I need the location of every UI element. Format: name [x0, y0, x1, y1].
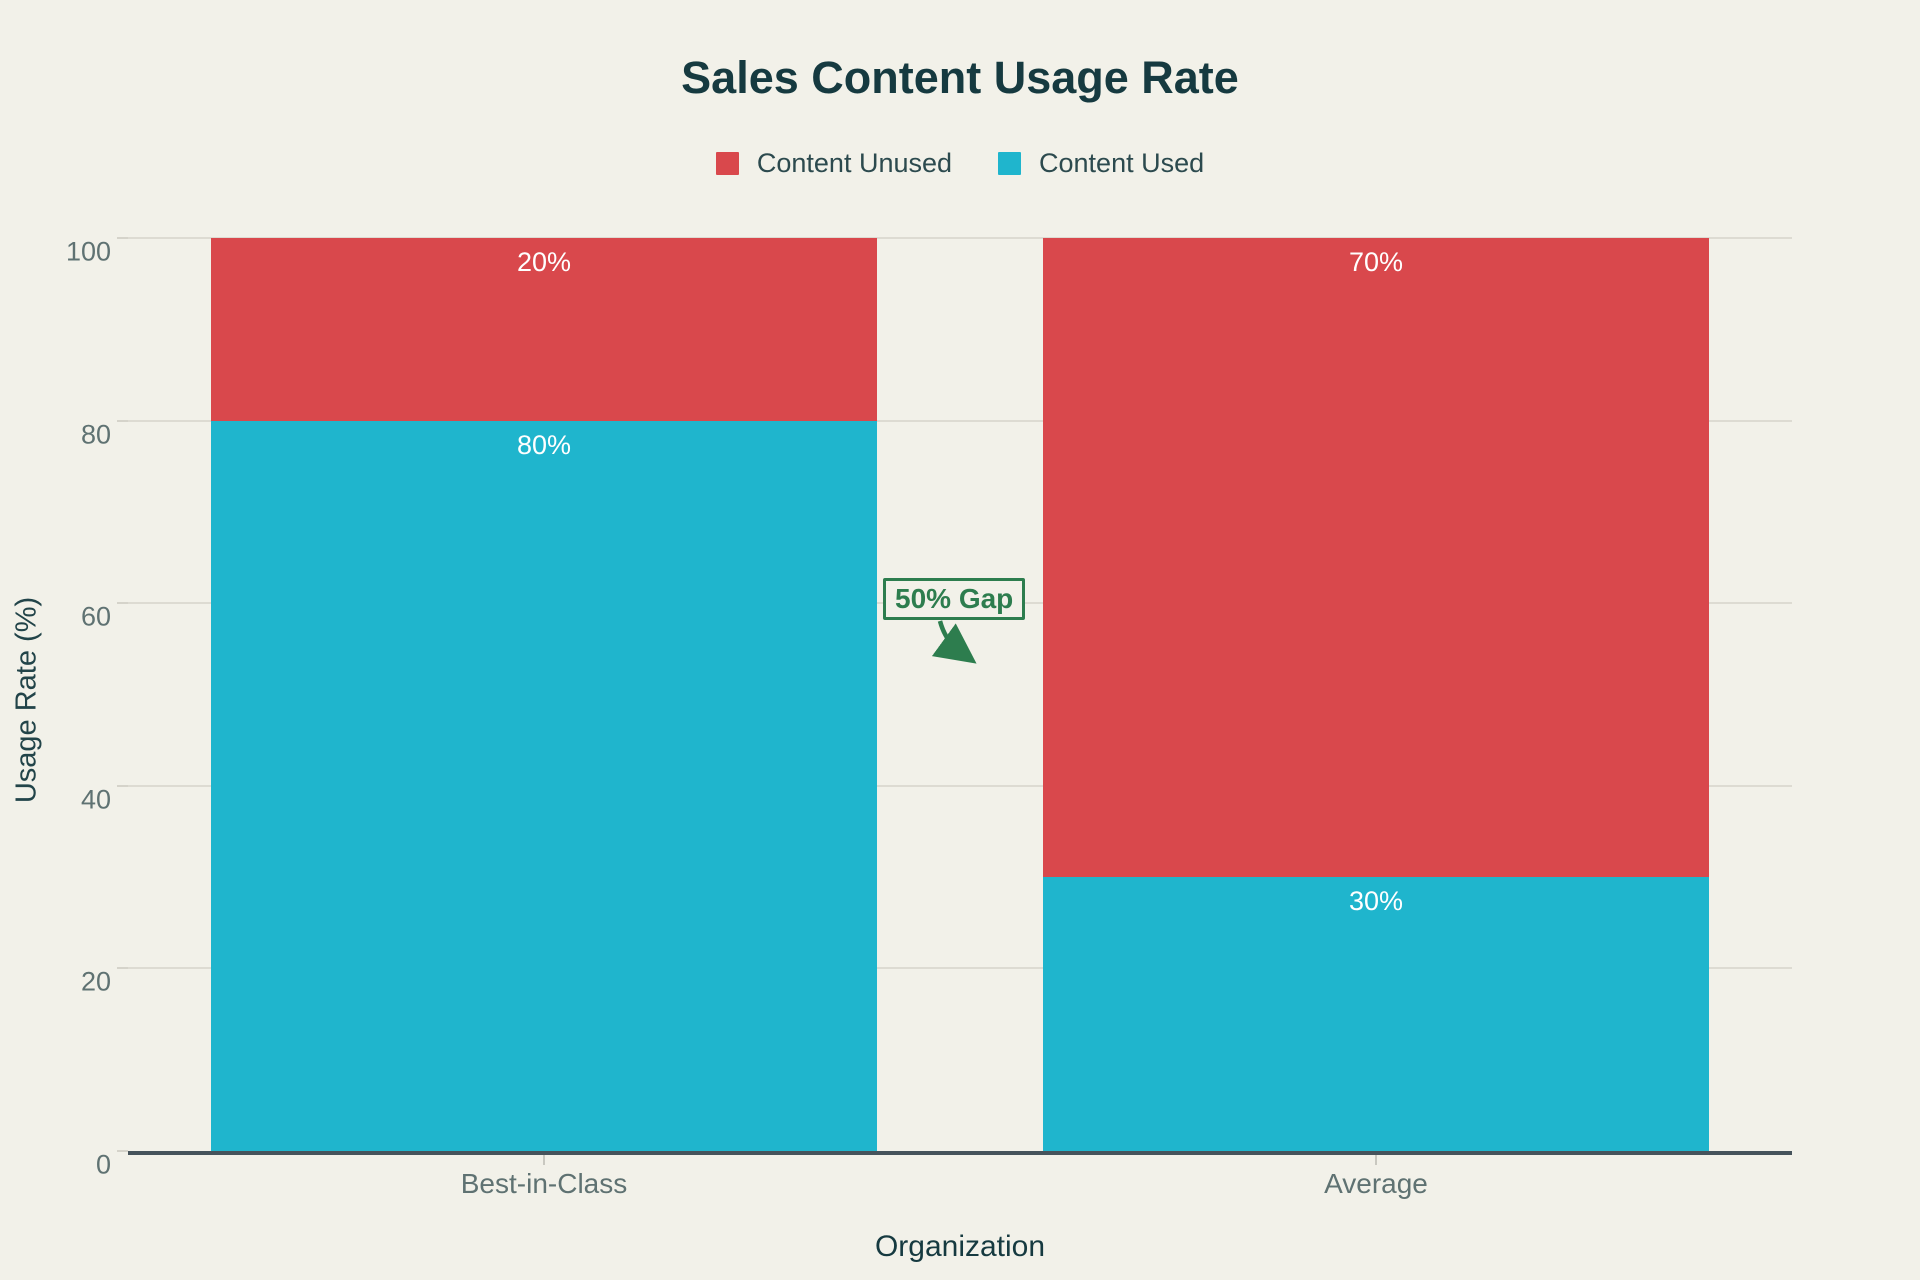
plot-area: 0 20 40 60 80 100 80% 20% Best-in-Class 30% 70% Ave… — [66, 237, 1792, 1199]
y-tick-label: 60 — [80, 601, 111, 632]
bar-value-label: 80% — [516, 429, 571, 460]
y-axis-title: Usage Rate (%) — [10, 596, 43, 804]
y-tick-label: 20 — [80, 966, 111, 997]
y-tick-label: 100 — [65, 236, 111, 267]
y-tick-mark — [117, 419, 128, 422]
legend-label: Content Used — [1039, 148, 1205, 178]
y-tick-mark — [117, 237, 128, 239]
x-tick-mark — [1375, 1155, 1377, 1165]
y-tick-label: 80 — [80, 419, 111, 450]
y-tick-mark — [117, 1150, 128, 1152]
gridline — [128, 784, 1792, 787]
y-tick-mark — [117, 967, 128, 970]
legend-item[interactable]: Content Unused — [715, 148, 953, 179]
bar-value-label: 30% — [1348, 886, 1403, 917]
category-slot: 80% 20% Best-in-Class — [128, 238, 960, 1199]
category-slot: 30% 70% Average — [960, 238, 1792, 1199]
bar-segment-content-used[interactable]: 80% — [211, 420, 877, 1151]
x-tick-label: Average — [1324, 1168, 1428, 1199]
y-tick-label: 40 — [80, 784, 111, 815]
legend-item[interactable]: Content Used — [998, 148, 1204, 179]
legend-swatch-icon — [715, 152, 739, 175]
bar-value-label: 70% — [1348, 247, 1403, 278]
y-tick-label: 0 — [95, 1149, 111, 1180]
x-axis-title: Organization — [874, 1230, 1046, 1263]
chart-title: Sales Content Usage Rate — [681, 52, 1239, 103]
bar-segment-content-unused[interactable]: 20% — [211, 238, 877, 421]
bar-value-label: 20% — [516, 247, 571, 278]
legend-label: Content Unused — [756, 148, 953, 178]
gap-arrow-icon — [931, 620, 977, 664]
x-tick-label: Best-in-Class — [460, 1168, 628, 1199]
gridline — [128, 237, 1792, 239]
y-tick-mark — [117, 784, 128, 787]
gap-annotation: 50% Gap — [883, 578, 1026, 620]
legend: Content Unused Content Used — [0, 148, 1920, 179]
legend-swatch-icon — [998, 152, 1022, 175]
bar-segment-content-unused[interactable]: 70% — [1043, 238, 1709, 878]
bar-best-in-class[interactable]: 80% 20% — [211, 238, 877, 1151]
x-tick-mark — [543, 1155, 545, 1165]
gridline — [128, 419, 1792, 422]
y-tick-mark — [117, 602, 128, 605]
gridline — [128, 967, 1792, 970]
bar-segment-content-used[interactable]: 30% — [1043, 877, 1709, 1151]
bar-average[interactable]: 30% 70% — [1043, 238, 1709, 1151]
